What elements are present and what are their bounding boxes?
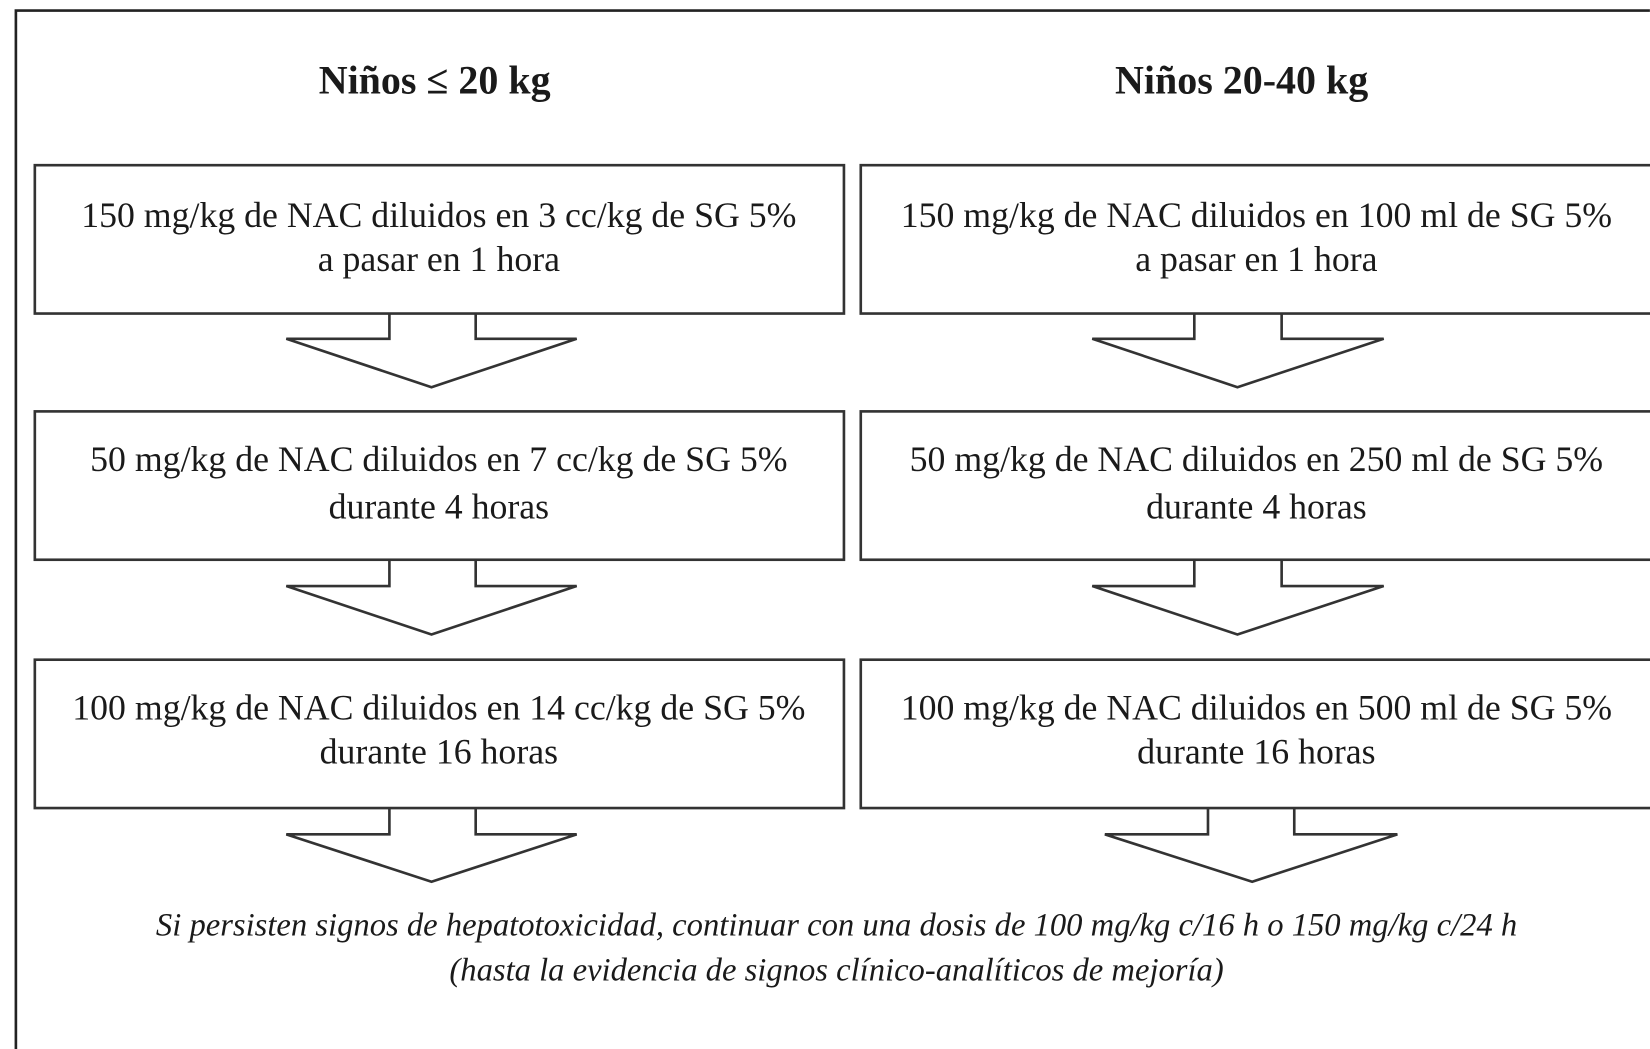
step-text: 150 mg/kg de NAC diluidos en 100 ml de S…: [901, 195, 1612, 235]
arrow: [285, 808, 578, 884]
step-text: 150 mg/kg de NAC diluidos en 3 cc/kg de …: [81, 195, 796, 235]
arrow: [1091, 559, 1385, 636]
step-text: a pasar en 1 hora: [318, 239, 560, 279]
step-text: 100 mg/kg de NAC diluidos en 500 ml de S…: [901, 687, 1612, 727]
arrow: [285, 559, 578, 636]
step-text: 50 mg/kg de NAC diluidos en 250 ml de SG…: [910, 439, 1603, 479]
frame: [14, 9, 1650, 1049]
arrow: [1091, 313, 1385, 389]
step-text: durante 16 horas: [320, 732, 558, 772]
note-text: (hasta la evidencia de signos clínico-an…: [449, 953, 1223, 989]
column-title: Niños ≤ 20 kg: [319, 57, 551, 102]
step-text: durante 4 horas: [1146, 486, 1366, 526]
arrow: [1104, 808, 1398, 884]
step-box: [859, 163, 1650, 315]
step-box: [33, 658, 846, 810]
column-title: Niños 20-40 kg: [1115, 57, 1368, 102]
arrow: [285, 313, 578, 389]
step-text: 50 mg/kg de NAC diluidos en 7 cc/kg de S…: [90, 439, 787, 479]
step-text: a pasar en 1 hora: [1135, 239, 1377, 279]
step-text: durante 4 horas: [329, 486, 549, 526]
step-box: [33, 410, 846, 562]
step-box: [859, 658, 1650, 810]
step-box: [33, 163, 846, 315]
note-text: Si persisten signos de hepatotoxicidad, …: [156, 907, 1517, 943]
step-box: [859, 410, 1650, 562]
step-text: durante 16 horas: [1137, 732, 1375, 772]
step-text: 100 mg/kg de NAC diluidos en 14 cc/kg de…: [72, 687, 805, 727]
